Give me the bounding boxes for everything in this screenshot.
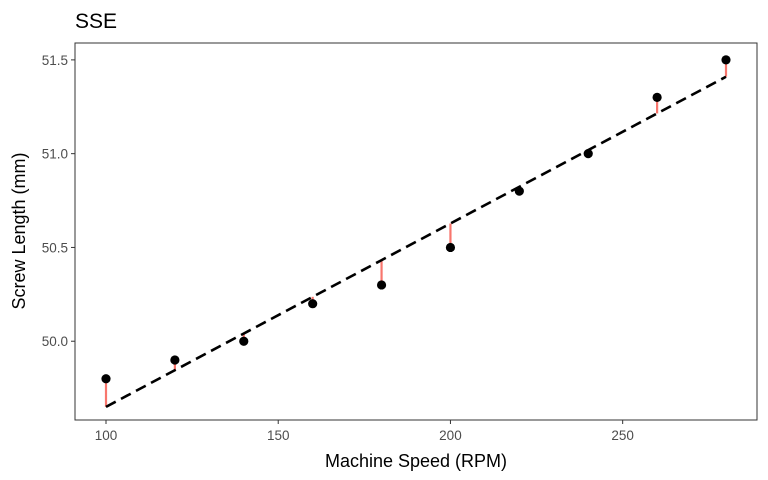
x-tick-label: 100 xyxy=(95,428,118,443)
data-point xyxy=(308,299,318,309)
chart-title: SSE xyxy=(75,10,117,33)
y-tick-label: 51.5 xyxy=(42,53,68,68)
data-point xyxy=(445,242,456,253)
data-point xyxy=(514,186,524,196)
x-tick-label: 250 xyxy=(611,428,634,443)
x-axis-title: Machine Speed (RPM) xyxy=(325,451,507,471)
y-axis-ticks: 50.0 50.5 51.0 51.5 xyxy=(42,53,75,349)
data-point xyxy=(170,355,180,365)
data-point xyxy=(101,374,111,384)
data-point xyxy=(721,55,731,65)
data-point xyxy=(583,149,593,159)
x-tick-label: 150 xyxy=(267,428,290,443)
y-tick-label: 50.0 xyxy=(42,334,68,349)
residual-segments xyxy=(104,59,728,407)
data-points xyxy=(101,55,731,384)
y-tick-label: 50.5 xyxy=(42,240,68,255)
x-tick-label: 200 xyxy=(439,428,462,443)
data-point xyxy=(376,280,387,290)
data-point xyxy=(652,92,662,102)
y-tick-label: 51.0 xyxy=(42,147,68,162)
x-axis-ticks: 100 150 200 250 xyxy=(95,420,634,443)
panel-border xyxy=(74,42,758,421)
regression-fit-line xyxy=(105,75,727,409)
data-point xyxy=(239,336,249,346)
y-axis-title: Screw Length (mm) xyxy=(9,152,29,309)
